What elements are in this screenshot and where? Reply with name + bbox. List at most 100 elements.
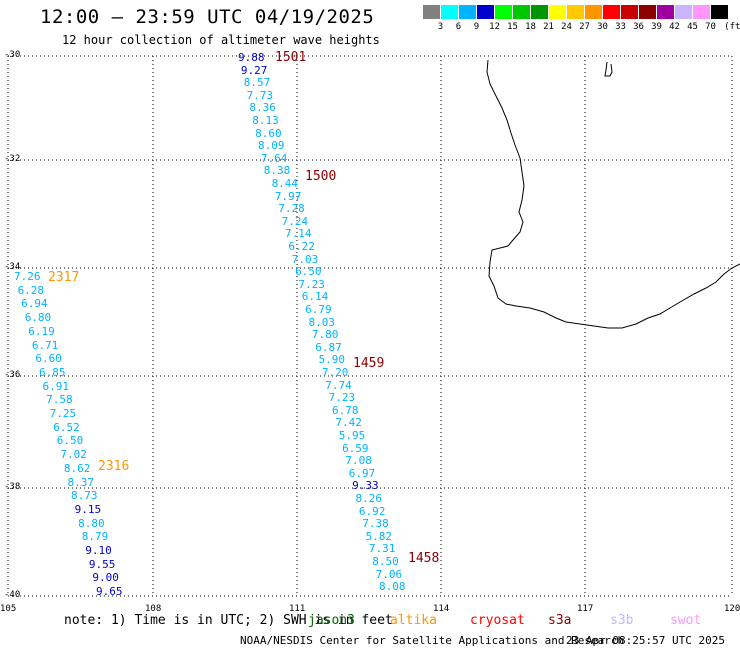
wave-height-value: 6.91 (42, 379, 70, 393)
legend-unit: (ft) (724, 22, 740, 32)
legend-swatch (603, 5, 620, 19)
legend-swatch (693, 5, 710, 19)
wave-height-value: 7.64 (260, 151, 288, 165)
longitude-label: 105 (0, 604, 17, 614)
wave-height-value: 5.95 (338, 429, 366, 442)
legend-swatch (459, 5, 476, 19)
pass-time-label: 1459 (353, 356, 385, 371)
satellite-s3b: s3b (610, 613, 634, 628)
legend-tick-label: 15 (507, 22, 518, 32)
wave-height-value: 7.73 (246, 88, 274, 102)
wave-height-value: 9.27 (240, 63, 268, 77)
wave-height-value: 6.92 (358, 504, 386, 518)
wave-height-value: 6.28 (17, 283, 45, 297)
wave-height-value: 6.71 (31, 338, 59, 352)
rottnest-island (604, 61, 613, 77)
satellite-swot: swot (670, 613, 702, 628)
wave-height-value: 9.33 (352, 479, 379, 493)
legend-swatch (477, 5, 494, 19)
wave-height-value: 9.00 (92, 571, 119, 585)
wave-height-value: 8.09 (258, 139, 285, 153)
wave-height-value: 8.38 (263, 164, 291, 178)
wave-height-value: 8.50 (372, 555, 399, 568)
legend-swatch (441, 5, 458, 19)
legend-tick-label: 24 (561, 22, 572, 32)
wave-height-value: 8.62 (63, 461, 91, 475)
wave-height-value: 6.14 (301, 290, 329, 304)
wave-height-value: 7.24 (281, 214, 309, 228)
pass-time-label: 1500 (305, 169, 337, 184)
generation-timestamp: 23 Apr 08:25:57 UTC 2025 (566, 634, 725, 647)
map-title: 12:00 – 23:59 UTC 04/19/2025 (40, 6, 375, 28)
legend-tick-label: 36 (633, 22, 644, 32)
wave-height-value: 8.73 (71, 489, 98, 503)
legend-tick-label: 45 (687, 22, 698, 32)
longitude-label: 111 (289, 604, 306, 614)
wave-height-value: 9.55 (88, 557, 116, 571)
legend-tick-label: 9 (473, 22, 480, 32)
wave-height-value: 7.31 (368, 542, 396, 556)
latitude-label: -34 (4, 262, 21, 272)
wave-height-value: 9.10 (85, 544, 112, 557)
wave-height-value: 6.60 (35, 352, 62, 366)
wave-height-value: 7.06 (375, 567, 403, 581)
wave-height-value: 6.59 (342, 441, 369, 455)
lat-lon-grid (7, 55, 733, 597)
wave-height-value: 6.78 (332, 403, 359, 417)
wave-height-value: 8.79 (81, 530, 109, 544)
credit-text: NOAA/NESDIS Center for Satellite Applica… (240, 634, 625, 647)
wave-height-value: 9.88 (238, 51, 265, 64)
australia-coastline (486, 59, 740, 329)
wave-height-value: 6.22 (288, 240, 315, 253)
wave-height-value: 6.79 (305, 303, 332, 316)
pass-time-label: 1501 (275, 50, 307, 65)
longitude-label: 108 (145, 604, 162, 614)
legend-tick-label: 6 (455, 22, 462, 32)
wave-height-value: 7.26 (14, 270, 41, 283)
wave-height-value: 7.23 (328, 391, 356, 405)
legend-swatch (585, 5, 602, 19)
longitude-label: 117 (577, 604, 594, 614)
wave-height-value: 7.58 (46, 393, 73, 407)
wave-height-value: 7.97 (274, 189, 302, 203)
legend-tick-label: 18 (525, 22, 536, 32)
legend-tick-label: 33 (615, 22, 626, 32)
legend-swatch (675, 5, 692, 19)
map-subtitle: 12 hour collection of altimeter wave hei… (62, 33, 380, 47)
pass-time-label: 2316 (98, 459, 130, 474)
wave-height-value: 7.20 (321, 366, 349, 379)
wave-height-value: 5.90 (318, 353, 346, 367)
legend-swatch (711, 5, 728, 19)
legend-swatch (621, 5, 638, 19)
legend-swatch (531, 5, 548, 19)
wave-height-value: 7.38 (362, 517, 389, 531)
legend-tick-label: 70 (705, 22, 716, 32)
legend-tick-label: 27 (579, 22, 590, 32)
wave-height-value: 7.25 (49, 407, 77, 420)
legend-tick-label: 3 (437, 22, 444, 32)
wave-height-value: 7.74 (325, 378, 352, 392)
legend-swatch (567, 5, 584, 19)
legend-swatch (495, 5, 512, 19)
wave-height-value: 6.19 (28, 324, 55, 338)
legend-tick-label: 39 (651, 22, 662, 32)
wave-height-value: 8.44 (271, 177, 299, 190)
legend-swatch (423, 5, 440, 19)
legend-swatch (549, 5, 566, 19)
pass-time-label: 2317 (48, 270, 80, 285)
latitude-label: -36 (4, 370, 21, 380)
wave-height-value: 7.28 (278, 202, 305, 216)
wave-height-value: 8.26 (355, 492, 383, 505)
wave-height-value: 7.42 (335, 416, 362, 430)
longitude-label: 114 (433, 604, 450, 614)
wave-height-value: 7.80 (311, 328, 339, 342)
wave-height-value: 9.65 (96, 585, 123, 599)
satellite-altika: altika (390, 613, 437, 628)
latitude-label: -38 (4, 482, 21, 492)
latitude-label: -32 (4, 154, 21, 164)
wave-height-value: 6.52 (53, 420, 80, 434)
satellite-jason3: jason3 (308, 613, 355, 628)
wave-height-value: 6.87 (315, 340, 342, 354)
wave-height-value: 6.85 (38, 365, 66, 379)
